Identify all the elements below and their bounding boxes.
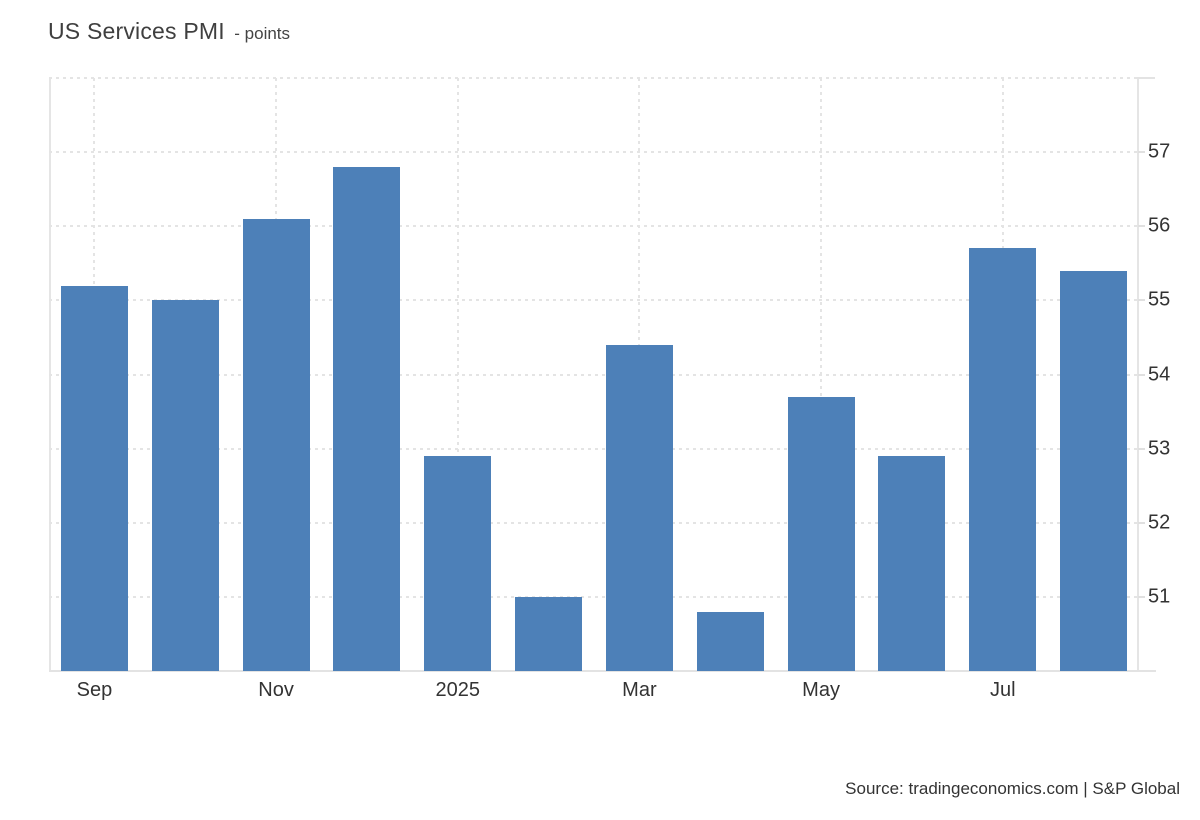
x-axis-tick-label: Sep bbox=[76, 679, 113, 701]
y-axis-top-tick bbox=[1137, 77, 1155, 79]
chart-title: US Services PMI bbox=[48, 18, 225, 44]
y-axis-tick-label: 51 bbox=[1148, 585, 1171, 608]
bar-dec[interactable] bbox=[333, 166, 401, 671]
y-axis-tick-mark bbox=[1138, 225, 1145, 228]
v-gridline bbox=[820, 78, 823, 671]
y-axis-tick-mark bbox=[1138, 151, 1145, 154]
bar-oct[interactable] bbox=[151, 300, 219, 671]
bar-feb[interactable] bbox=[515, 596, 583, 671]
y-axis-tick-label: 54 bbox=[1148, 363, 1171, 385]
h-gridline bbox=[49, 225, 1139, 228]
bar-sep[interactable] bbox=[60, 285, 128, 671]
x-axis-line bbox=[49, 670, 1156, 672]
plot-area: 51 52 53 54 55 56 57 Sep Nov 2025 Mar May Jul bbox=[49, 77, 1170, 701]
y-axis-tick-label: 55 bbox=[1148, 288, 1171, 311]
chart-units: - points bbox=[234, 24, 291, 43]
v-gridline bbox=[456, 78, 459, 671]
x-axis-tick-label: Jul bbox=[989, 679, 1016, 701]
source-attribution: Source: tradingeconomics.com | S&P Globa… bbox=[845, 779, 1180, 798]
y-axis-tick-label: 56 bbox=[1148, 214, 1171, 237]
y-axis-tick-mark bbox=[1138, 521, 1145, 524]
bar-2025[interactable] bbox=[424, 456, 492, 671]
y-axis-tick-label: 52 bbox=[1148, 511, 1171, 534]
bar-apr[interactable] bbox=[696, 611, 764, 671]
x-axis-tick-label: Mar bbox=[622, 679, 657, 701]
h-gridline bbox=[49, 299, 1139, 302]
y-axis-tick-label: 57 bbox=[1148, 140, 1171, 163]
h-gridline bbox=[49, 447, 1139, 450]
y-axis-tick-mark bbox=[1138, 595, 1145, 598]
h-gridline bbox=[49, 373, 1139, 376]
chart-header: US Services PMI - points bbox=[48, 18, 290, 45]
x-axis-tick-label: 2025 bbox=[435, 679, 481, 701]
bar-jun[interactable] bbox=[878, 456, 946, 671]
x-axis-tick-label: Nov bbox=[258, 679, 294, 701]
h-gridline bbox=[49, 521, 1139, 524]
y-axis-tick-mark bbox=[1138, 299, 1145, 302]
y-axis-tick-mark bbox=[1138, 373, 1145, 376]
h-gridline bbox=[49, 151, 1139, 154]
h-gridline bbox=[49, 77, 1139, 79]
y-axis-tick-mark bbox=[1138, 447, 1145, 450]
bar-mar[interactable] bbox=[605, 344, 673, 671]
x-axis-tick-label: May bbox=[802, 679, 840, 701]
y-axis-tick-label: 53 bbox=[1148, 437, 1171, 460]
bar-aug[interactable] bbox=[1060, 270, 1128, 671]
bar-nov[interactable] bbox=[242, 218, 310, 671]
h-gridline bbox=[49, 595, 1139, 598]
bar-jul[interactable] bbox=[969, 248, 1037, 671]
bar-may[interactable] bbox=[787, 396, 855, 671]
